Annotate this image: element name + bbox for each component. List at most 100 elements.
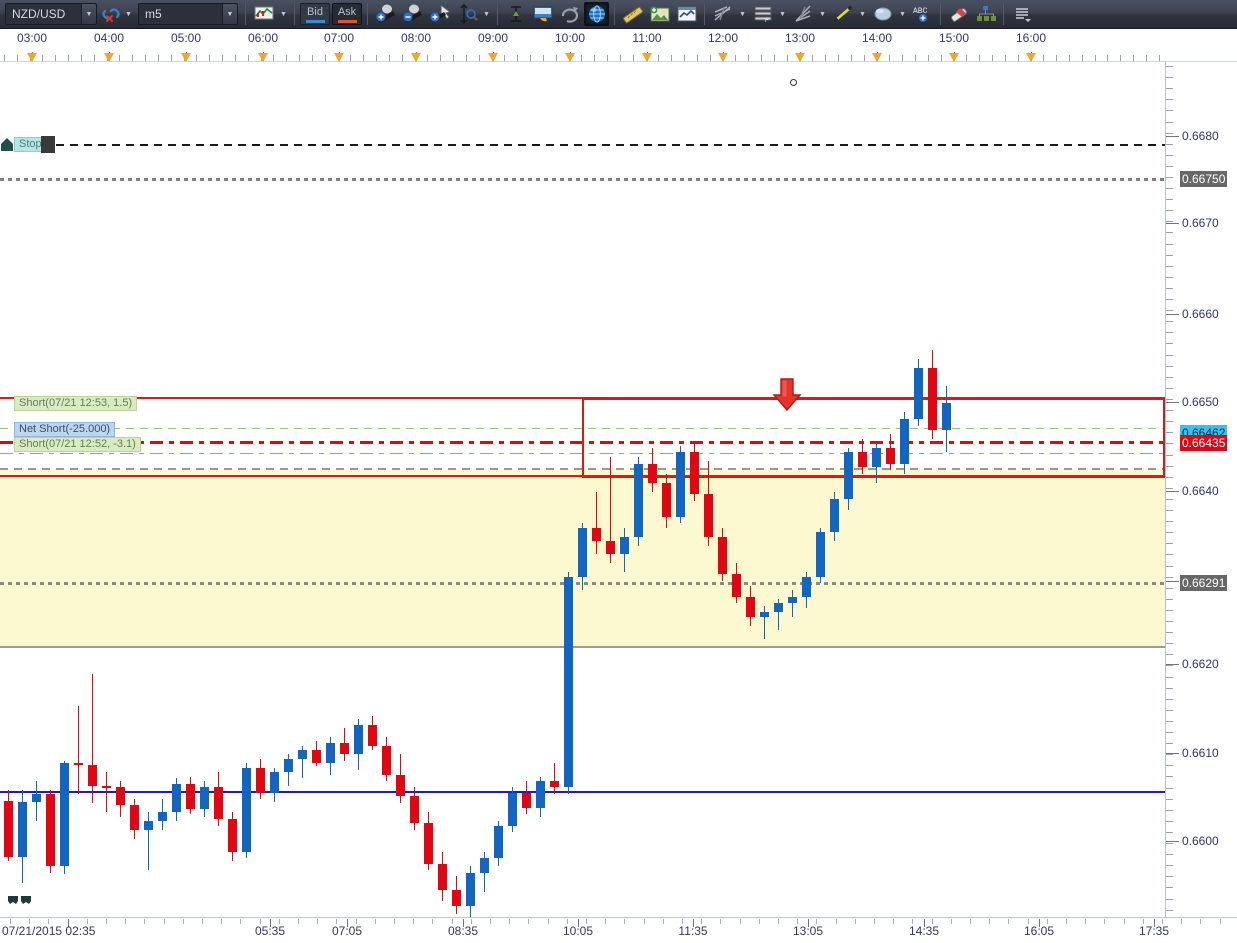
candlestick xyxy=(578,62,587,917)
candlestick xyxy=(144,62,153,917)
chevron-down-icon[interactable]: ▼ xyxy=(222,4,237,24)
chevron-down-icon[interactable]: ▼ xyxy=(81,4,96,24)
price-tick xyxy=(1166,110,1173,111)
axis-tick-major xyxy=(693,919,694,927)
text-abc-icon[interactable]: ABC xyxy=(910,2,935,26)
stop-price-badge[interactable]: 0.66750 xyxy=(1180,171,1228,187)
ellipse-icon[interactable] xyxy=(870,2,895,26)
axis-tick xyxy=(87,919,88,924)
ruler-icon[interactable] xyxy=(620,2,645,26)
support-line-blue[interactable] xyxy=(0,791,1165,793)
order-marker-icon-1[interactable] xyxy=(7,893,19,905)
fan-icon[interactable] xyxy=(790,2,815,26)
price-tick xyxy=(1166,310,1173,311)
short-order-label-2[interactable]: Short(07/21 12:52, -3.1) xyxy=(14,437,141,452)
time-label-bottom: 08:35 xyxy=(447,924,479,938)
chart-type-icon[interactable] xyxy=(251,2,276,26)
fan-dropdown-icon[interactable]: ▼ xyxy=(819,10,826,18)
candlestick xyxy=(592,62,601,917)
price-tick xyxy=(1166,532,1173,533)
svg-text:F: F xyxy=(765,18,769,24)
level-line-66750[interactable] xyxy=(0,177,1165,181)
chart-paint-icon[interactable] xyxy=(530,2,555,26)
symbol-selector[interactable]: NZD/USD ▼ xyxy=(5,3,97,25)
axis-tick xyxy=(889,55,890,61)
price-tick xyxy=(1166,788,1173,789)
ask-price-badge[interactable]: 0.66435 xyxy=(1180,435,1228,451)
candle-body xyxy=(634,463,643,537)
lines-icon[interactable]: F xyxy=(750,2,775,26)
globe-icon[interactable] xyxy=(584,2,609,26)
axis-tick xyxy=(605,919,606,924)
price-axis[interactable]: 0.66800.66700.66600.66500.66400.66300.66… xyxy=(1165,62,1237,937)
refresh-icon[interactable] xyxy=(557,2,582,26)
zoom-in-icon[interactable] xyxy=(373,2,398,26)
zone-bottom-line[interactable] xyxy=(0,646,1165,648)
ask-toggle[interactable]: Ask xyxy=(332,3,362,25)
stop-order-handle[interactable] xyxy=(0,136,14,152)
bid-toggle[interactable]: Bid xyxy=(300,3,330,25)
time-axis-bottom[interactable]: 07/21/2015 02:35 05:35 07:05 08:35 10:05 11:3… xyxy=(0,917,1237,943)
eraser-icon[interactable] xyxy=(946,2,971,26)
axis-tick xyxy=(389,55,390,61)
link-dropdown-icon[interactable]: ▼ xyxy=(125,10,132,18)
stop-line[interactable] xyxy=(0,144,1165,146)
chart-plot-area[interactable]: Stop Short(07/21 12:53, 1.5) Net Short(-… xyxy=(0,62,1165,917)
price-tick-major xyxy=(1166,136,1179,137)
candlestick xyxy=(550,62,559,917)
candle-body xyxy=(816,532,825,577)
time-label-top: 04:00 xyxy=(93,31,125,45)
axis-tick-major xyxy=(808,919,809,927)
chart-type-dropdown-icon[interactable]: ▼ xyxy=(280,10,287,18)
candlestick xyxy=(760,62,769,917)
link-broken-icon[interactable] xyxy=(100,3,122,25)
list-menu-icon[interactable] xyxy=(1009,2,1034,26)
axis-tick xyxy=(915,55,916,61)
candlestick xyxy=(396,62,405,917)
cursor-crosshair-icon[interactable] xyxy=(503,2,528,26)
ellipse-dropdown-icon[interactable]: ▼ xyxy=(899,10,906,18)
axis-tick xyxy=(55,55,56,61)
fibonacci-icon[interactable] xyxy=(710,2,735,26)
price-tick xyxy=(1166,865,1173,866)
net-short-label[interactable]: Net Short(-25.000) xyxy=(14,422,116,437)
vertical-zoom-dropdown-icon[interactable]: ▼ xyxy=(483,10,490,18)
trendline-icon[interactable] xyxy=(830,2,855,26)
stop-order-swatch[interactable] xyxy=(41,136,55,153)
candle-body xyxy=(424,822,433,864)
stop-order-label[interactable]: Stop xyxy=(14,137,47,152)
level-price-badge[interactable]: 0.66291 xyxy=(1180,575,1228,591)
window-chart-icon[interactable] xyxy=(674,2,699,26)
candle-body xyxy=(536,781,545,808)
price-tick xyxy=(1166,399,1173,400)
trendline-dropdown-icon[interactable]: ▼ xyxy=(859,10,866,18)
pointer-add-icon[interactable] xyxy=(427,2,452,26)
stop-line-handle[interactable] xyxy=(790,79,797,86)
axis-tick xyxy=(774,55,775,61)
axis-tick xyxy=(1066,919,1067,924)
timeframe-selector[interactable]: m5 ▼ xyxy=(138,3,238,25)
fibonacci-dropdown-icon[interactable]: ▼ xyxy=(739,10,746,18)
lines-dropdown-icon[interactable]: ▼ xyxy=(779,10,786,18)
candle-body xyxy=(676,452,685,518)
indicators-icon[interactable] xyxy=(973,2,998,26)
axis-tick xyxy=(1133,55,1134,61)
axis-tick xyxy=(989,919,990,924)
short-order-label-1[interactable]: Short(07/21 12:53, 1.5) xyxy=(14,396,138,411)
sell-arrow-marker xyxy=(772,377,802,418)
price-tick xyxy=(1166,799,1173,800)
axis-tick xyxy=(1143,919,1144,924)
order-marker-icon-2[interactable] xyxy=(20,893,32,905)
zoom-out-icon[interactable] xyxy=(400,2,425,26)
axis-tick-major xyxy=(463,919,464,927)
candle-wick xyxy=(778,598,779,630)
price-tick xyxy=(1166,821,1173,822)
range-rectangle[interactable] xyxy=(582,398,1165,478)
add-image-icon[interactable] xyxy=(647,2,672,26)
axis-tick xyxy=(10,919,11,924)
price-tick xyxy=(1166,421,1173,422)
axis-tick xyxy=(979,55,980,61)
vertical-zoom-icon[interactable] xyxy=(454,2,479,26)
time-axis-top[interactable]: 03:00 04:00 05:00 06:00 07:00 08:00 09:00 10:00… xyxy=(0,29,1237,62)
candlestick xyxy=(536,62,545,917)
